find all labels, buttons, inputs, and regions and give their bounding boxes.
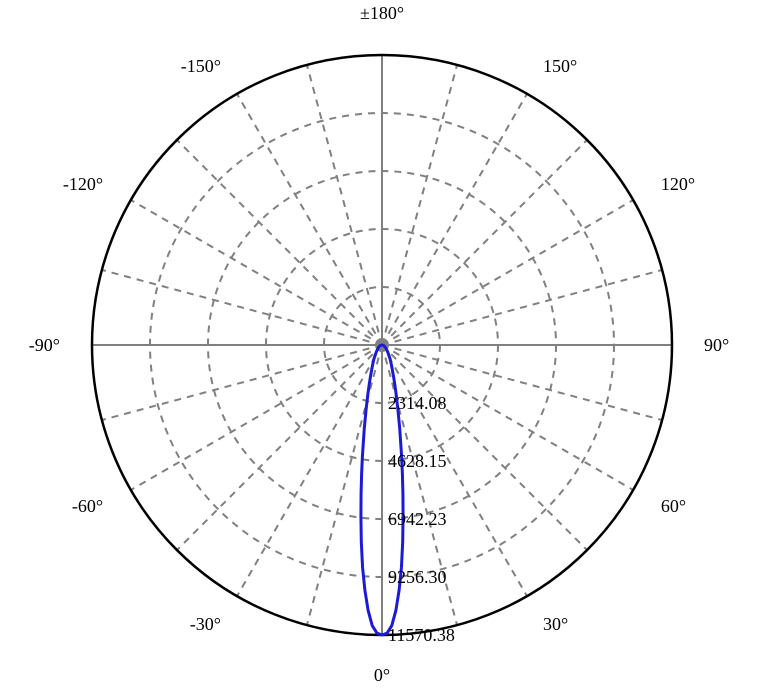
radial-tick-label: 2314.08 xyxy=(388,393,447,413)
angle-label: ±180° xyxy=(360,3,404,23)
radial-tick-label: 9256.30 xyxy=(388,567,447,587)
angle-label: -120° xyxy=(63,174,103,194)
polar-chart: 2314.08 4628.15 6942.23 9256.30 11570.38 0° 3… xyxy=(0,0,764,691)
angle-label: 0° xyxy=(374,665,390,685)
angle-label: -60° xyxy=(72,496,103,516)
angle-label: 90° xyxy=(704,335,729,355)
radial-tick-label: 11570.38 xyxy=(388,625,455,645)
radial-tick-label: 6942.23 xyxy=(388,509,447,529)
angle-label: 30° xyxy=(543,614,568,634)
angle-label: 150° xyxy=(543,56,577,76)
angle-label: -30° xyxy=(190,614,221,634)
angle-label: 120° xyxy=(661,174,695,194)
angle-label: 60° xyxy=(661,496,686,516)
radial-tick-labels: 2314.08 4628.15 6942.23 9256.30 11570.38 xyxy=(388,393,455,645)
angle-label: -90° xyxy=(29,335,60,355)
radial-tick-label: 4628.15 xyxy=(388,451,447,471)
angle-label: -150° xyxy=(181,56,221,76)
